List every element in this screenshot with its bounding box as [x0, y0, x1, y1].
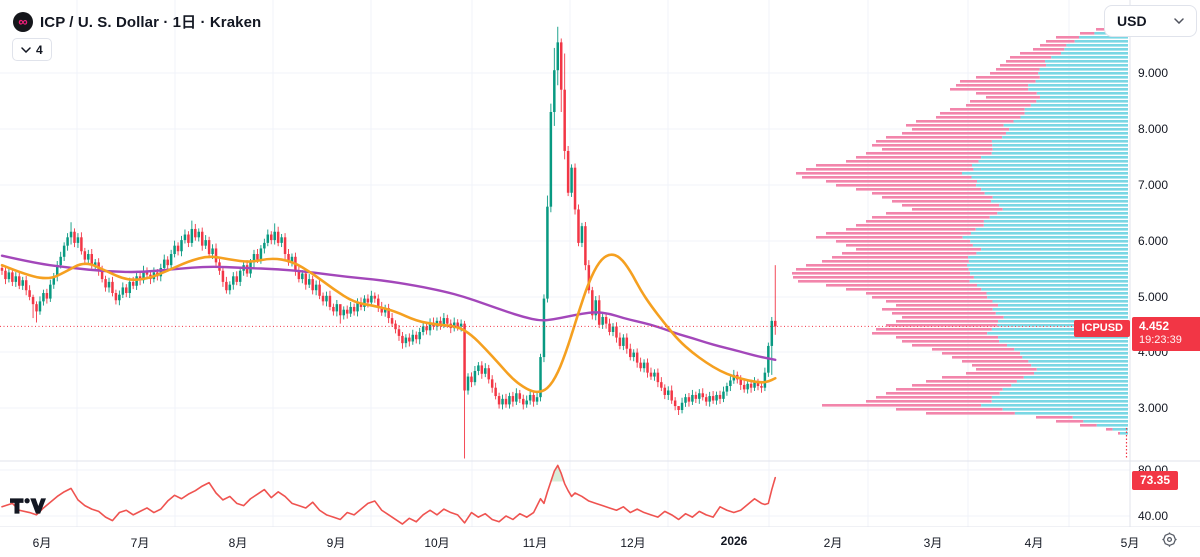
currency-label: USD	[1117, 13, 1147, 29]
current-price-badge: 4.452 19:23:39	[1132, 317, 1200, 351]
price-axis-label: 8.000	[1138, 122, 1169, 136]
chevron-down-icon	[1174, 18, 1184, 24]
price-axis-label: 3.000	[1138, 401, 1169, 415]
bar-countdown: 19:23:39	[1139, 334, 1182, 346]
time-axis-label: 8月	[228, 536, 248, 550]
time-axis-label: 11月	[522, 536, 548, 550]
price-axis[interactable]: 9.000 8.000 7.000 6.000 5.000 4.000 3.000 80.00…	[1130, 0, 1200, 527]
time-axis-label: 3月	[923, 536, 943, 550]
price-axis-label: 6.000	[1138, 234, 1169, 248]
time-axis-settings-gear-icon[interactable]	[1160, 530, 1179, 549]
currency-selector-button[interactable]: USD	[1104, 5, 1197, 37]
price-axis-label: 5.000	[1138, 290, 1169, 304]
candles-layer	[0, 26, 777, 459]
rsi-pane	[1, 464, 777, 525]
collapsed-count: 4	[36, 42, 43, 57]
time-axis-label: 4月	[1024, 536, 1044, 550]
time-axis-label: 10月	[424, 536, 450, 550]
chevron-down-icon	[21, 46, 31, 53]
volume-profile	[792, 20, 1128, 458]
time-axis-label: 9月	[326, 536, 346, 550]
time-axis-label: 12月	[620, 536, 646, 550]
time-axis-label: 5月	[1120, 536, 1140, 550]
time-axis-label: 2月	[823, 536, 843, 550]
moving-averages	[0, 253, 777, 394]
symbol-header[interactable]: ∞ ICP / U. S. Dollar · 1日 · Kraken	[13, 11, 261, 32]
time-axis-label: 6月	[32, 536, 52, 550]
tradingview-logo[interactable]	[10, 496, 46, 516]
symbol-title[interactable]: ICP / U. S. Dollar · 1日 · Kraken	[40, 14, 262, 31]
current-price-value: 4.452	[1139, 319, 1170, 333]
icp-logo-icon: ∞	[13, 11, 33, 32]
time-axis[interactable]: 6月 7月 8月 9月 10月 11月 12月 2026 2月 3月 4月 5月	[0, 527, 1200, 557]
time-axis-label: 7月	[130, 536, 150, 550]
price-axis-label: 7.000	[1138, 178, 1169, 192]
object-tree-collapse-button[interactable]: 4	[12, 38, 52, 61]
price-line-symbol-badge: ICPUSD	[1074, 320, 1130, 337]
indicator-axis-label: 40.00	[1138, 509, 1169, 523]
price-axis-label: 9.000	[1138, 66, 1169, 80]
time-axis-label: 2026	[720, 534, 748, 548]
indicator-value-badge: 73.35	[1132, 471, 1179, 490]
